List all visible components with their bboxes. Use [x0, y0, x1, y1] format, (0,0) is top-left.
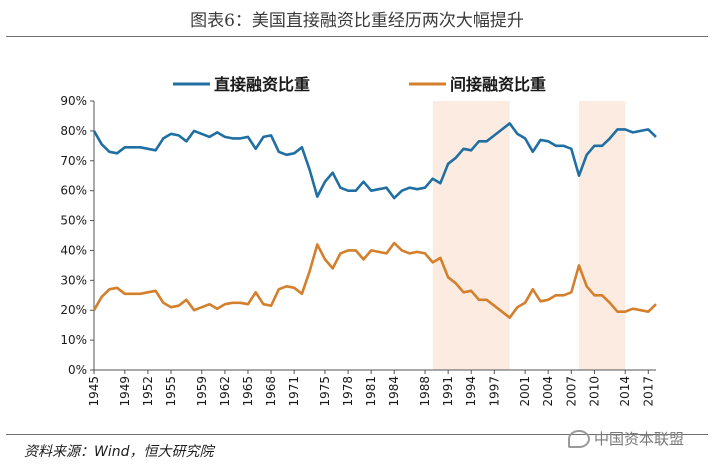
x-tick-label: 1994	[464, 376, 478, 407]
watermark-text: 中国资本联盟	[594, 430, 685, 448]
x-tick-label: 2014	[618, 376, 632, 407]
x-tick-label: 1975	[318, 376, 332, 407]
x-tick-label: 2017	[641, 376, 655, 407]
x-tick-label: 1955	[164, 376, 178, 407]
x-tick-label: 1968	[264, 376, 278, 407]
legend-label-indirect: 间接融资比重	[450, 75, 546, 94]
x-tick-label: 2007	[564, 376, 578, 407]
legend-label-direct: 直接融资比重	[214, 75, 310, 94]
x-tick-label: 2001	[518, 376, 532, 407]
x-tick-label: 1981	[364, 376, 378, 407]
x-tick-label: 1984	[387, 376, 401, 407]
series-line-0	[92, 122, 657, 200]
title-divider	[6, 36, 708, 37]
x-tick-label: 1962	[218, 376, 232, 407]
footer-divider	[6, 434, 708, 435]
x-tick-label: 1965	[241, 376, 255, 407]
x-tick-label: 1997	[487, 376, 501, 407]
highlight-band-1	[579, 101, 626, 370]
y-tick-label: 50%	[60, 214, 87, 228]
x-tick-label: 1978	[341, 376, 355, 407]
watermark: 中国资本联盟	[568, 428, 684, 449]
x-tick-label: 2004	[541, 376, 555, 407]
x-tick-label: 1988	[418, 376, 432, 407]
x-tick-label: 1959	[195, 376, 209, 407]
source-note: 资料来源：Wind，恒大研究院	[24, 444, 214, 460]
x-tick-label: 1991	[441, 376, 455, 407]
y-tick-label: 80%	[60, 124, 87, 138]
y-tick-label: 0%	[68, 363, 87, 377]
y-tick-label: 70%	[60, 154, 87, 168]
series-lines	[92, 122, 657, 320]
wechat-icon	[568, 429, 590, 448]
x-tick-label: 2010	[587, 376, 601, 407]
x-tick-label: 1952	[141, 376, 155, 407]
y-tick-label: 30%	[60, 273, 87, 287]
series-line-1	[92, 241, 657, 320]
y-tick-label: 90%	[60, 94, 87, 108]
legend: 直接融资比重 间接融资比重	[173, 75, 546, 94]
x-tick-label: 1945	[87, 376, 101, 407]
x-tick-label: 1971	[287, 376, 301, 407]
chart-title: 图表6：美国直接融资比重经历两次大幅提升	[190, 11, 524, 31]
x-tick-label: 1949	[118, 376, 132, 407]
y-tick-label: 20%	[60, 303, 87, 317]
y-tick-label: 40%	[60, 243, 87, 257]
y-tick-label: 60%	[60, 184, 87, 198]
highlight-band-0	[432, 101, 510, 370]
highlight-bands	[432, 101, 626, 370]
axes: 0% 10% 20% 30% 40% 50% 60% 70% 80% 90% 1945 1949 195…	[60, 94, 656, 407]
y-tick-label: 10%	[60, 333, 87, 347]
